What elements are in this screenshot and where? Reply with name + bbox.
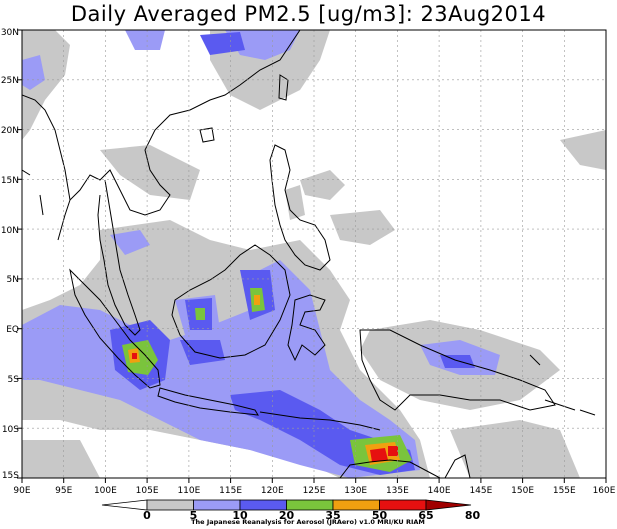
lat-label: 30N [1, 28, 19, 38]
latitude-labels: 30N 25N 20N 15N 10N 5N EQ 5S 10S 15S [1, 28, 19, 481]
lon-label: 100E [94, 486, 117, 496]
tick-marks [17, 29, 607, 483]
map-title: Daily Averaged PM2.5 [ug/m3]: 23Aug2014 [70, 2, 547, 26]
colorbar-segment [425, 499, 472, 511]
lat-label: 15S [2, 471, 19, 481]
graticule [22, 30, 606, 478]
colorbar-tick-label: 5 [190, 509, 198, 522]
lon-label: 120E [261, 486, 284, 496]
colorbar: 0 5 10 20 35 50 65 80 [101, 499, 481, 522]
lat-label: 10N [1, 226, 19, 236]
lon-label: 130E [344, 486, 367, 496]
lon-label: 105E [136, 486, 159, 496]
lon-label: 155E [553, 486, 576, 496]
lat-label: EQ [6, 325, 19, 335]
lon-label: 90E [13, 486, 30, 496]
lat-label: 15N [1, 176, 19, 186]
coastlines [22, 30, 596, 478]
lon-label: 115E [219, 486, 242, 496]
credit-text: The Japanese Reanalysis for Aerosol (JRA… [191, 518, 425, 526]
lon-label: 135E [386, 486, 409, 496]
lon-label: 150E [511, 486, 534, 496]
lon-label: 95E [55, 486, 72, 496]
lon-label: 140E [428, 486, 451, 496]
colorbar-tick-label: 65 [418, 509, 433, 522]
colorbar-tick-label: 80 [465, 509, 481, 522]
lat-label: 5N [7, 275, 19, 285]
lat-label: 25N [1, 76, 19, 86]
colorbar-tick-label: 35 [325, 509, 340, 522]
colorbar-tick-label: 20 [279, 509, 295, 522]
lon-label: 160E [593, 486, 616, 496]
colorbar-segment [146, 499, 194, 511]
pm25-band-65-80 [132, 353, 398, 462]
lon-label: 110E [177, 486, 200, 496]
longitude-labels: 90E 95E 100E 105E 110E 115E 120E 125E 13… [13, 486, 615, 496]
colorbar-tick-label: 10 [232, 509, 248, 522]
lat-label: 20N [1, 126, 19, 136]
lon-label: 125E [303, 486, 326, 496]
colorbar-tick-label: 50 [372, 509, 388, 522]
lon-label: 145E [469, 486, 492, 496]
pm25-field [22, 30, 606, 478]
lat-label: 10S [2, 425, 19, 435]
colorbar-tick-label: 0 [143, 509, 151, 522]
colorbar-segment [101, 499, 148, 511]
lat-label: 5S [8, 375, 20, 385]
